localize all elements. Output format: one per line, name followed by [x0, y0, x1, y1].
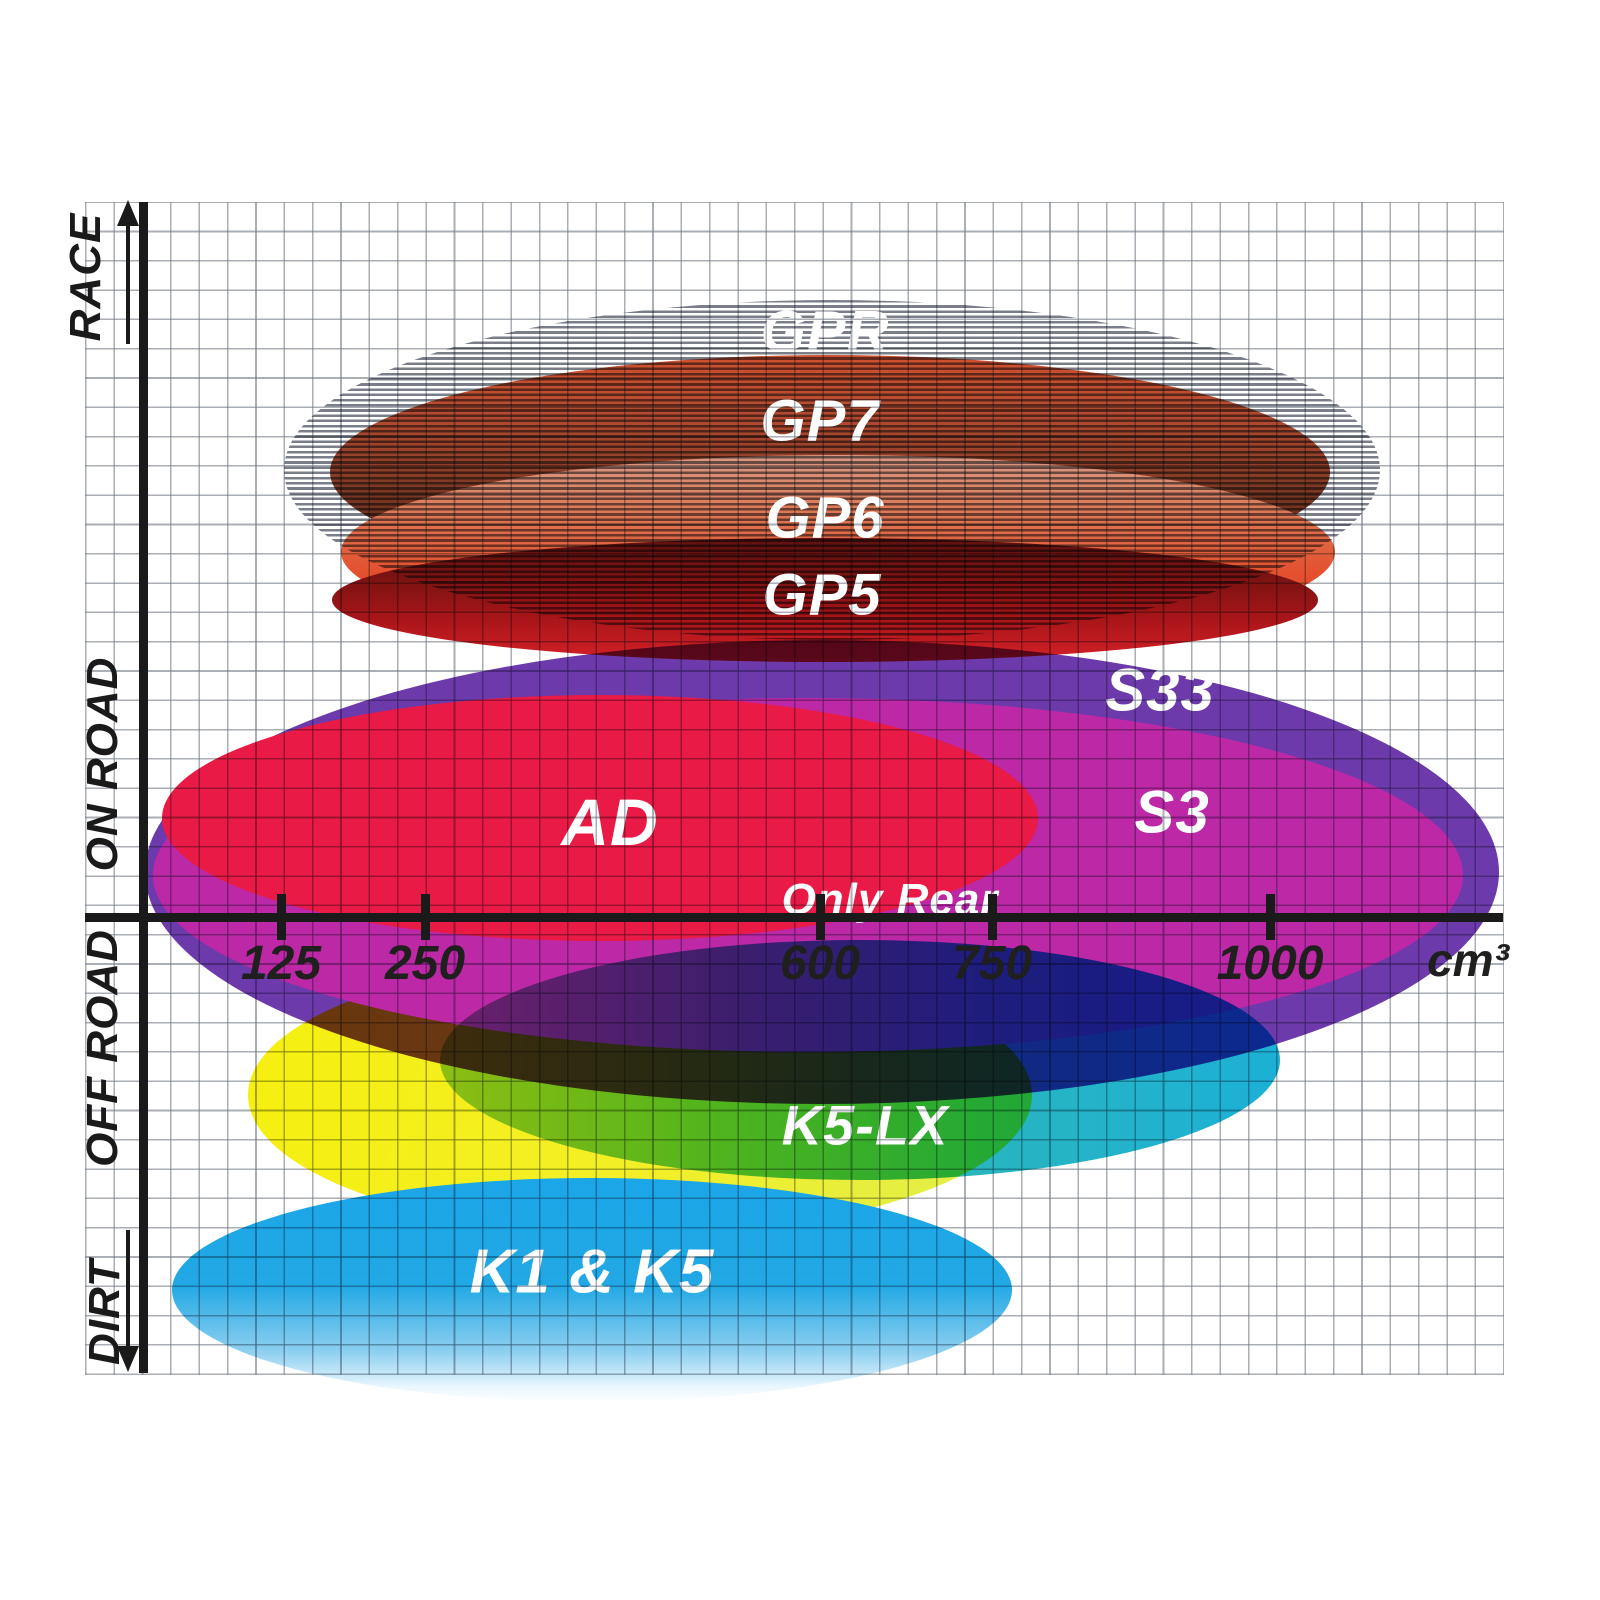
race-arrow-line: [126, 224, 130, 344]
gpr-label: GPR: [760, 299, 890, 365]
s33-label: S33: [1105, 656, 1215, 724]
y-category-on-road: ON ROAD: [78, 656, 127, 872]
k5lx-label: K5-LX: [781, 1093, 949, 1157]
x-tick-label-750: 750: [951, 937, 1033, 990]
x-tick-750: [988, 894, 997, 940]
x-tick-1000: [1266, 894, 1275, 940]
x-axis-unit-label: cm³: [1427, 934, 1509, 986]
x-tick-label-250: 250: [384, 937, 466, 990]
race-up-arrow-icon: [117, 200, 139, 226]
y-category-race: RACE: [61, 212, 110, 342]
k1k5-label: K1 & K5: [469, 1237, 715, 1307]
y-category-dirt: DIRT: [80, 1259, 129, 1365]
ad-label: AD: [561, 785, 659, 859]
x-axis-line: [85, 913, 1503, 922]
x-tick-label-125: 125: [240, 937, 322, 990]
x-tick-600: [816, 894, 825, 940]
y-axis-line: [139, 202, 148, 1373]
gp7-label: GP7: [760, 388, 880, 454]
s3-label: S3: [1134, 778, 1210, 846]
gp5-label: GP5: [762, 562, 882, 628]
x-tick-label-1000: 1000: [1216, 937, 1324, 990]
x-tick-125: [277, 894, 286, 940]
x-tick-250: [421, 894, 430, 940]
gp6-label: GP6: [765, 485, 885, 551]
x-tick-label-600: 600: [779, 937, 861, 990]
